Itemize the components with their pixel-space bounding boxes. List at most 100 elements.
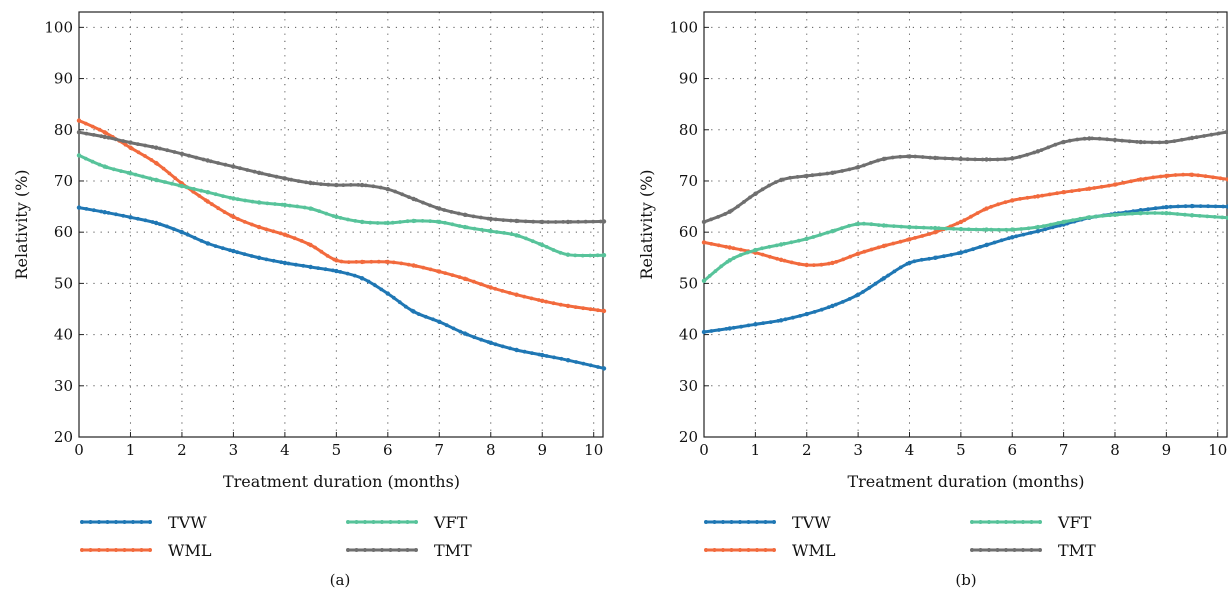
series-marker — [135, 142, 140, 147]
series-marker — [148, 176, 153, 181]
series-marker — [213, 244, 218, 249]
series-marker — [1082, 136, 1087, 141]
series-marker — [767, 183, 771, 188]
legend-marker — [371, 548, 376, 552]
legend-marker — [363, 520, 367, 524]
series-marker — [1071, 218, 1075, 223]
series-marker — [992, 240, 997, 245]
data-point — [855, 221, 861, 227]
legend-marker — [755, 520, 759, 524]
legend-marker — [80, 548, 84, 552]
series-marker — [1172, 139, 1177, 144]
series-marker — [242, 220, 247, 224]
series-marker — [302, 205, 307, 210]
series-marker — [493, 286, 498, 291]
series-marker — [1145, 211, 1150, 216]
series-marker — [84, 131, 89, 136]
series-marker — [886, 273, 890, 278]
series-marker — [716, 243, 721, 248]
data-point — [855, 292, 861, 297]
legend-marker — [97, 548, 101, 552]
series-marker — [216, 206, 221, 211]
data-point — [102, 164, 107, 169]
series-marker — [971, 247, 975, 252]
data-point — [411, 218, 416, 224]
legend-marker — [1029, 520, 1034, 524]
series-marker — [301, 263, 306, 268]
legend-marker — [131, 548, 135, 552]
series-marker — [348, 183, 353, 187]
series-marker — [508, 346, 512, 351]
series-marker — [523, 219, 528, 224]
series-marker — [1048, 222, 1053, 227]
legend-marker — [729, 548, 734, 552]
legend-marker — [139, 548, 144, 552]
series-marker — [157, 222, 162, 227]
data-point — [804, 173, 809, 179]
data-point — [1164, 204, 1169, 210]
line-tmt — [77, 130, 606, 224]
series-marker — [1077, 188, 1082, 193]
data-point — [102, 130, 107, 135]
series-marker — [273, 202, 277, 206]
series-marker — [421, 200, 425, 205]
series-marker — [1150, 140, 1154, 145]
series-marker — [143, 154, 147, 158]
legend-marker — [704, 548, 708, 552]
series-marker — [573, 305, 578, 309]
legend-marker — [80, 520, 84, 524]
series-marker — [774, 243, 779, 248]
series-marker — [978, 245, 983, 249]
series-marker — [558, 302, 563, 307]
legend-label: TVW — [792, 513, 831, 532]
series-marker — [738, 247, 743, 252]
series-marker — [561, 220, 566, 224]
data-point — [601, 253, 607, 258]
series-marker — [524, 236, 528, 241]
legend-marker — [148, 548, 152, 552]
data-point — [958, 250, 964, 255]
line-vft — [77, 153, 606, 258]
series-marker — [133, 172, 138, 177]
series-marker — [898, 265, 903, 270]
data-point — [411, 196, 416, 202]
series-marker — [1135, 140, 1139, 144]
series-marker — [1026, 226, 1031, 231]
series-marker — [379, 287, 384, 292]
x-tick-label: 2 — [802, 441, 812, 459]
series-marker — [371, 184, 376, 189]
series-marker — [1153, 206, 1158, 211]
x-tick-label: 2 — [177, 441, 187, 459]
x-axis-label: Treatment duration (months) — [223, 472, 460, 491]
series-marker — [943, 156, 947, 161]
legend-label: TMT — [1058, 541, 1096, 560]
series-marker — [1179, 137, 1184, 142]
series-marker — [449, 210, 454, 214]
series-marker — [223, 162, 228, 167]
series-marker — [494, 230, 499, 234]
series-marker — [222, 210, 227, 215]
data-point — [488, 340, 493, 345]
data-point — [881, 243, 886, 249]
series-marker — [760, 246, 764, 251]
series-marker — [1181, 172, 1185, 177]
data-point — [1189, 203, 1195, 209]
data-point — [984, 227, 989, 232]
data-point — [727, 326, 732, 331]
series-marker — [544, 299, 548, 304]
legend-entry-wml: WML — [80, 541, 212, 560]
data-point — [984, 157, 989, 162]
series-marker — [797, 262, 801, 266]
series-marker — [742, 200, 746, 204]
legend-marker — [414, 548, 418, 552]
data-point — [1225, 215, 1228, 220]
series-marker — [790, 315, 795, 320]
series-marker — [1018, 154, 1022, 159]
data-point — [437, 319, 442, 324]
series-marker — [709, 217, 713, 222]
legend-entry-tvw: TVW — [80, 513, 207, 532]
data-point — [701, 329, 707, 335]
series-marker — [1161, 205, 1165, 210]
data-point — [359, 182, 365, 188]
